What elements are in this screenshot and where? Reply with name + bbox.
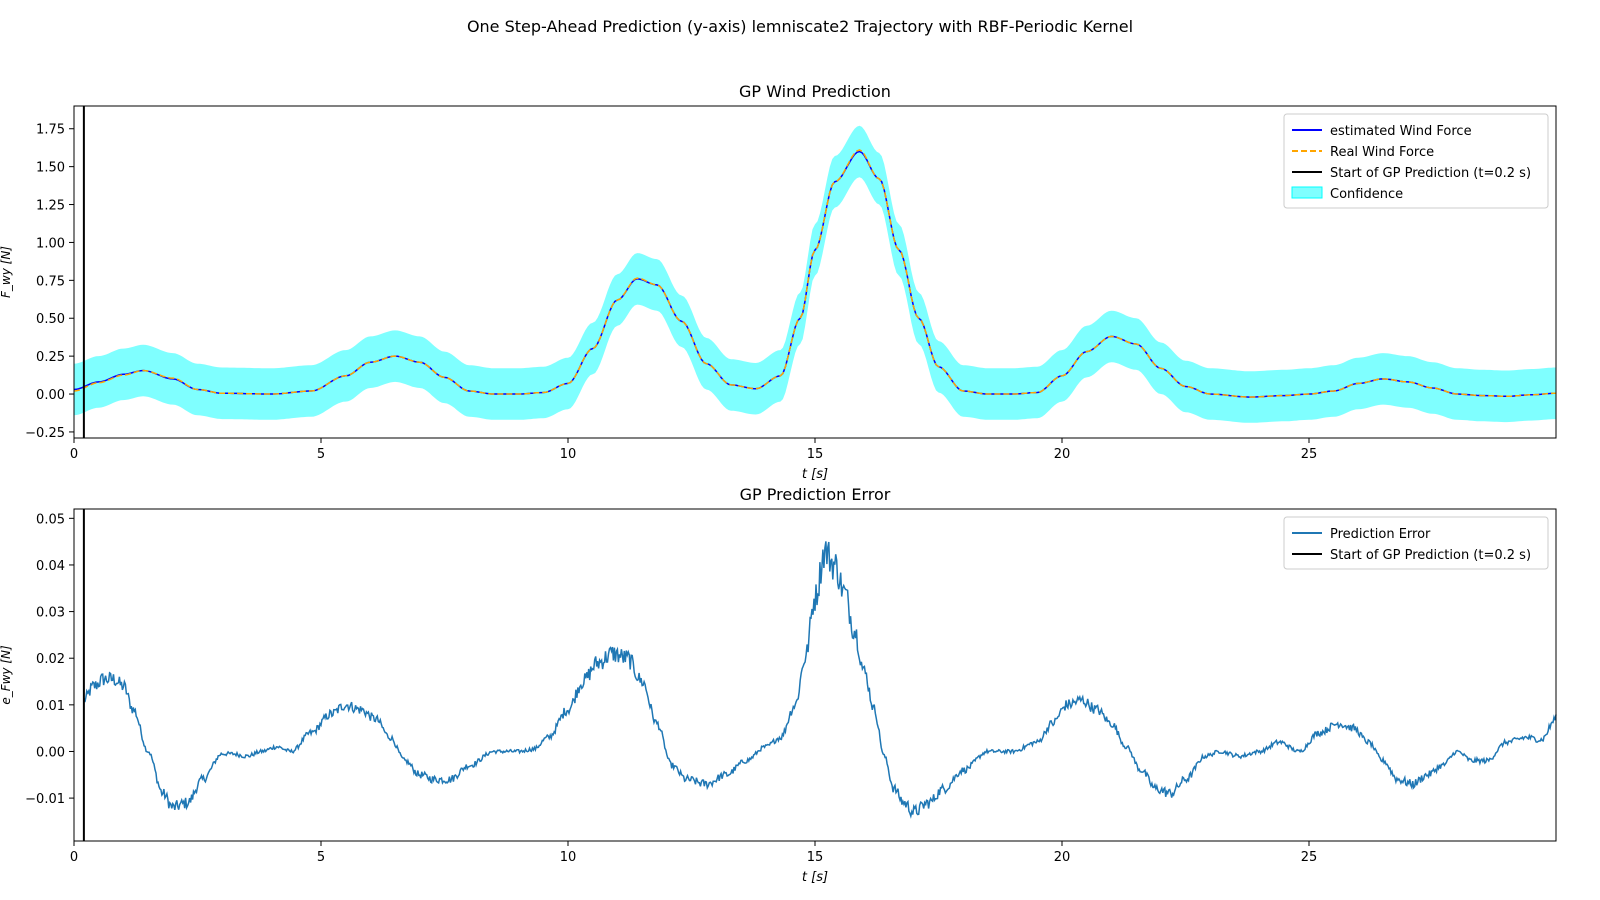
y-axis-label: F_wy [N] xyxy=(0,246,13,298)
y-tick-label: 0.02 xyxy=(36,652,65,667)
legend-label-confidence: Confidence xyxy=(1330,187,1403,202)
x-tick-label: 0 xyxy=(70,447,78,462)
confidence-band xyxy=(74,125,1556,423)
y-tick-label: 0.00 xyxy=(36,745,65,760)
x-tick-label: 25 xyxy=(1301,850,1318,865)
y-tick-label: 0.00 xyxy=(36,388,65,403)
x-tick-label: 5 xyxy=(317,447,325,462)
legend-swatch-confidence xyxy=(1291,186,1323,199)
legend-label-estimated-wind-force: estimated Wind Force xyxy=(1330,124,1472,139)
prediction-error-panel: 0 5 10 15 20 25 −0.01 0.00 0.01 0.02 0.03 0.04 0.05 G… xyxy=(0,485,1557,885)
legend-box xyxy=(1283,113,1549,209)
x-axis-label: t [s] xyxy=(802,467,828,482)
x-tick-label: 5 xyxy=(317,850,325,865)
y-tick-label: 0.04 xyxy=(36,559,65,574)
y-tick-label: 1.50 xyxy=(36,161,65,176)
legend-label-prediction-error: Prediction Error xyxy=(1330,527,1431,542)
legend-box xyxy=(1283,516,1549,570)
legend-label-real-wind-force: Real Wind Force xyxy=(1330,145,1434,160)
y-tick-label: 1.00 xyxy=(36,236,65,251)
series-line-prediction-error xyxy=(83,541,1557,819)
x-axis-label: t [s] xyxy=(802,870,828,885)
y-tick-label: −0.25 xyxy=(25,426,65,441)
x-tick-label: 0 xyxy=(70,850,78,865)
y-tick-label: 0.03 xyxy=(36,606,65,621)
x-tick-label: 15 xyxy=(807,447,824,462)
legend-label-start-of-gp-prediction-t-0-2-s: Start of GP Prediction (t=0.2 s) xyxy=(1330,166,1531,181)
y-tick-label: 1.75 xyxy=(36,123,65,138)
y-tick-label: 0.75 xyxy=(36,274,65,289)
figure-suptitle: One Step-Ahead Prediction (y-axis) lemni… xyxy=(467,17,1133,36)
axes-title: GP Wind Prediction xyxy=(739,82,891,101)
axes-title: GP Prediction Error xyxy=(740,485,891,504)
y-tick-label: 0.25 xyxy=(36,350,65,365)
series-line-real-wind-force xyxy=(73,149,1556,398)
x-tick-label: 20 xyxy=(1054,447,1071,462)
y-tick-label: 0.05 xyxy=(36,512,65,527)
y-axis-label: e_Fwy [N] xyxy=(0,645,13,705)
y-tick-label: 1.25 xyxy=(36,199,65,214)
x-tick-label: 20 xyxy=(1054,850,1071,865)
y-tick-label: 0.01 xyxy=(36,699,65,714)
legend-label-start-of-gp-prediction-t-0-2-s: Start of GP Prediction (t=0.2 s) xyxy=(1330,548,1531,563)
y-tick-label: 0.50 xyxy=(36,312,65,327)
y-tick-label: −0.01 xyxy=(25,792,65,807)
x-tick-label: 15 xyxy=(807,850,824,865)
x-tick-label: 25 xyxy=(1301,447,1318,462)
x-tick-label: 10 xyxy=(560,447,577,462)
wind-prediction-panel: 0 5 10 15 20 25 −0.25 0.00 0.25 0.50 0.75 1.00 1.25 1… xyxy=(0,82,1557,482)
x-tick-label: 10 xyxy=(560,850,577,865)
